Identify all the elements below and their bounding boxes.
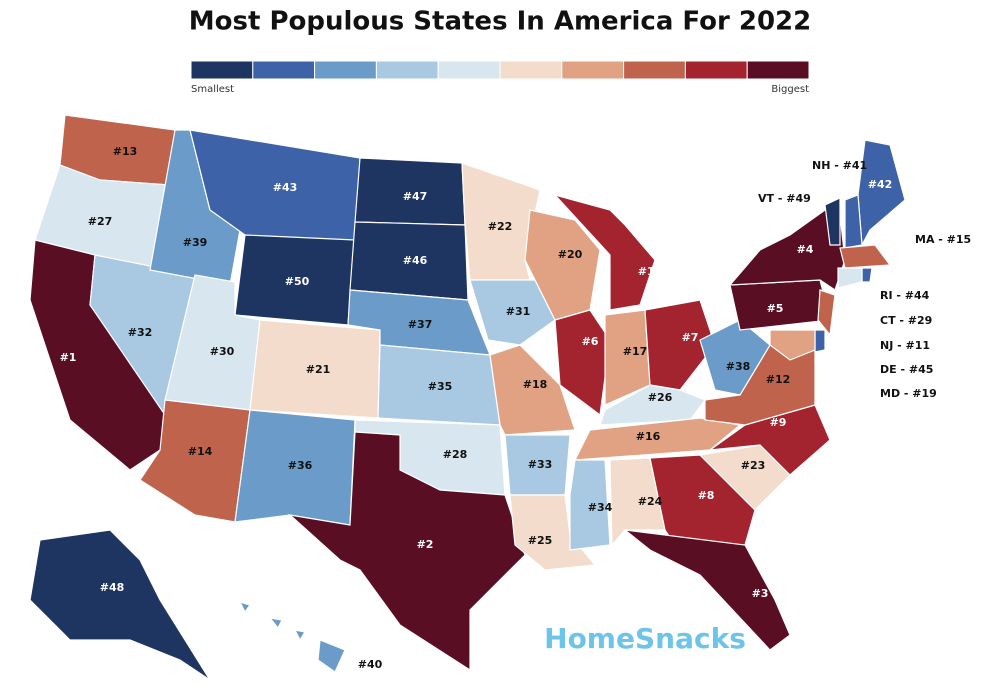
- legend-swatch: [252, 60, 316, 80]
- callout: MD - #19: [880, 387, 937, 400]
- state-label: #30: [210, 345, 235, 358]
- state: [769, 329, 816, 361]
- state: [29, 529, 211, 681]
- state-label: #10: [638, 265, 663, 278]
- legend-low: Smallest: [191, 84, 234, 95]
- callout: CT - #29: [880, 314, 932, 327]
- state: [699, 319, 771, 396]
- state-label: #42: [868, 178, 893, 191]
- state-label: #26: [648, 391, 673, 404]
- map: #13 #27 #1 #32 #39 #43 #50 #30 #14 #21 #36 #47 #46 #3…: [29, 114, 971, 681]
- state: [857, 139, 906, 248]
- state-label: #34: [588, 501, 613, 514]
- state: [553, 193, 656, 311]
- state-label: #48: [100, 581, 125, 594]
- state: [839, 244, 892, 269]
- state: [288, 431, 526, 672]
- state-label: #33: [528, 458, 553, 471]
- state: [489, 344, 576, 436]
- state-label: #43: [273, 181, 298, 194]
- legend-high: Biggest: [771, 84, 809, 95]
- legend-swatch: [684, 60, 748, 80]
- state: [622, 529, 791, 651]
- state-label: #38: [726, 360, 751, 373]
- state: [824, 197, 841, 246]
- state-label: #40: [358, 658, 383, 671]
- legend-swatch: [623, 60, 686, 80]
- legend-swatch: [499, 60, 563, 80]
- state: [817, 289, 836, 337]
- state-label: #12: [766, 373, 791, 386]
- state-label: #13: [113, 145, 138, 158]
- state-label: #3: [752, 587, 769, 600]
- state: [509, 494, 597, 571]
- callout: NJ - #11: [880, 339, 930, 352]
- title: Most Populous States In America For 2022: [189, 7, 811, 37]
- state: [861, 267, 873, 283]
- callout: DE - #45: [880, 363, 933, 376]
- state-label: #23: [741, 459, 766, 472]
- state: [837, 267, 863, 289]
- legend-swatch: [561, 60, 625, 80]
- state-label: #27: [88, 215, 113, 228]
- state: [238, 601, 251, 614]
- state-label: #9: [770, 416, 787, 429]
- callout: NH - #41: [812, 159, 867, 172]
- logo: HomeSnacks: [544, 622, 746, 655]
- state-label: #2: [417, 538, 434, 551]
- state-label: #39: [183, 236, 208, 249]
- state: [469, 279, 556, 346]
- state-label: #18: [523, 378, 548, 391]
- state-label: #21: [306, 363, 331, 376]
- state-label: #4: [797, 243, 814, 256]
- state-label: #32: [128, 326, 153, 339]
- state-label: #16: [636, 430, 661, 443]
- state-label: #31: [506, 305, 531, 318]
- state: [293, 629, 306, 642]
- state-label: #5: [767, 302, 784, 315]
- state-label: #37: [408, 318, 433, 331]
- legend-swatch: [746, 60, 810, 80]
- legend: [190, 60, 810, 80]
- state: [317, 639, 346, 673]
- state-label: #25: [528, 534, 553, 547]
- legend-swatch: [375, 60, 439, 80]
- state-label: #36: [288, 459, 313, 472]
- state-label: #7: [682, 331, 699, 344]
- legend-swatch: [190, 60, 254, 80]
- callout: MA - #15: [915, 233, 971, 246]
- state: [573, 417, 742, 461]
- state-label: #46: [403, 254, 428, 267]
- state-label: #22: [488, 220, 513, 233]
- state: [644, 299, 716, 391]
- state-label: #17: [623, 345, 648, 358]
- state-label: #1: [60, 351, 77, 364]
- callout: VT - #49: [758, 192, 811, 205]
- state-label: #8: [698, 489, 715, 502]
- state: [844, 194, 863, 249]
- state-label: #47: [403, 190, 428, 203]
- state-label: #50: [285, 275, 310, 288]
- state-label: #20: [558, 248, 583, 261]
- state-label: #6: [582, 335, 599, 348]
- state: [268, 617, 283, 630]
- state: [814, 329, 826, 353]
- state-label: #28: [443, 448, 468, 461]
- state: [569, 459, 611, 551]
- state: [609, 457, 666, 547]
- callout: RI - #44: [880, 289, 930, 302]
- legend-swatch: [314, 60, 377, 80]
- state-label: #35: [428, 380, 453, 393]
- state-label: #24: [638, 495, 663, 508]
- legend-swatch: [437, 60, 501, 80]
- state-label: #14: [188, 445, 213, 458]
